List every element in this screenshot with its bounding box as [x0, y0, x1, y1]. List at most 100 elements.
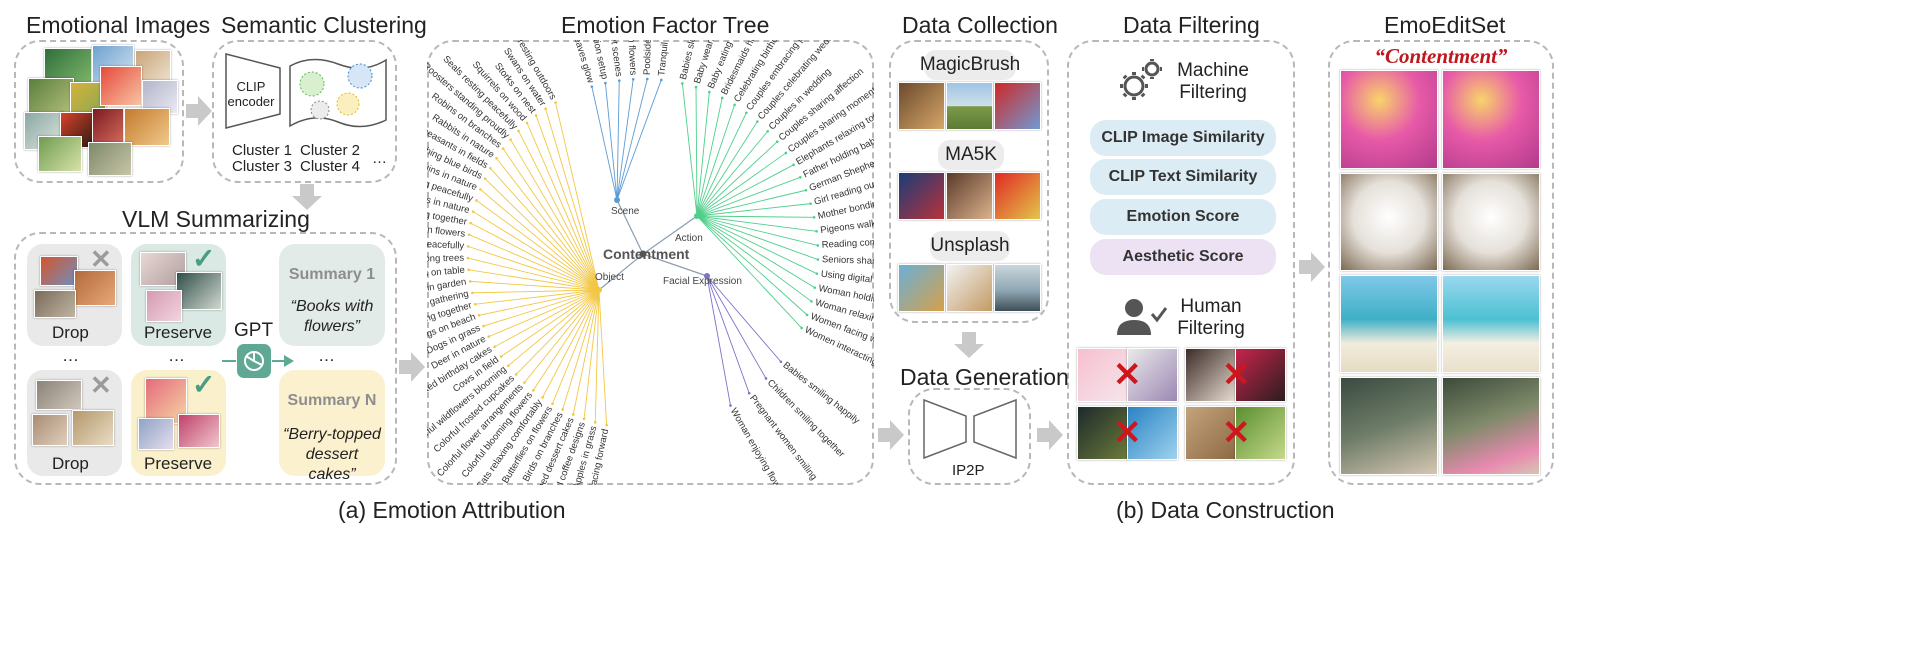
object-leaf-dot: [561, 408, 564, 411]
photo: [994, 82, 1041, 130]
scene-leaf-label: Autumn leaves glow: [561, 40, 596, 85]
action-leaf-dot: [792, 163, 795, 167]
emotion-factor-tree-panel: [427, 40, 874, 485]
action-branch-line: [696, 215, 815, 289]
action-leaf-dot: [708, 90, 711, 94]
action-hub-dot: [694, 213, 700, 219]
object-leaf-dot: [523, 381, 526, 384]
data-generation-panel: [908, 388, 1031, 485]
drop-x-icon: ✕: [90, 370, 112, 400]
scene-branch-line: [616, 79, 662, 201]
object-branch-line: [470, 280, 600, 291]
object-branch-line: [500, 289, 600, 357]
action-branch-line: [696, 152, 787, 217]
object-branch-line: [468, 234, 600, 291]
facial-branch-label: Facial Expression: [663, 276, 742, 287]
photo: [1442, 70, 1540, 169]
reject-x-icon: ✕: [1222, 356, 1251, 394]
object-branch-line: [476, 200, 600, 291]
object-leaf-dot: [554, 101, 557, 104]
filter-pill: CLIP Text Similarity: [1090, 159, 1276, 195]
photo: [898, 172, 945, 220]
openai-logo-icon: [237, 344, 271, 378]
photo: [88, 142, 132, 176]
object-leaf-dot: [514, 373, 518, 376]
facial-leaf-dot: [729, 404, 732, 407]
facial-leaf-dot: [764, 377, 768, 380]
object-leaf-dot: [466, 245, 470, 248]
clip-encoder-label: CLIP encoder: [227, 79, 275, 109]
action-leaf-dot: [805, 313, 809, 317]
person-check-icon: [1117, 299, 1168, 335]
action-leaf-label: Reading comfortably indoors: [822, 234, 874, 251]
photo: [1340, 377, 1438, 475]
object-branch-line: [475, 289, 600, 305]
facial-branch-line: [706, 275, 782, 363]
action-branch-line: [696, 215, 818, 246]
data-collection-panel: [889, 40, 1049, 323]
object-branch-line: [510, 139, 600, 291]
scene-branch-line: [604, 83, 618, 201]
action-leaf-dot: [720, 96, 724, 100]
object-branch-line: [594, 289, 600, 423]
object-leaf-dot: [501, 147, 505, 150]
source-label: MA5K: [938, 140, 1004, 170]
emotional-images-title: Emotional Images: [26, 12, 211, 38]
object-branch-line: [468, 269, 600, 291]
facial-branch-line: [706, 275, 767, 379]
photo: [994, 264, 1041, 312]
cluster-map: [289, 58, 387, 128]
action-leaf-dot: [756, 120, 759, 123]
action-branch-line: [696, 141, 778, 217]
object-leaf-dot: [479, 188, 482, 191]
object-branch-line: [552, 289, 600, 404]
data-filtering-title: Data Filtering: [1123, 12, 1260, 38]
summary-n-text: “Berry-topped dessert cakes”: [283, 426, 381, 483]
emotion-factor-tree: Autumn leaves glowBeach relaxation setup…: [427, 40, 874, 485]
object-leaf-dot: [471, 291, 474, 295]
object-leaf-dot: [471, 210, 475, 213]
root-node: [639, 250, 647, 258]
object-leaf-label: Horses grazing peacefully: [427, 236, 465, 252]
object-branch-line: [508, 289, 600, 367]
object-leaf-dot: [499, 355, 503, 358]
object-leaf-dot: [493, 345, 496, 349]
photo: [40, 256, 78, 286]
filter-pill: Emotion Score: [1090, 199, 1276, 235]
action-branch-line: [696, 92, 710, 217]
action-leaf-dot: [745, 111, 748, 115]
action-leaf-dot: [681, 82, 684, 85]
object-branch-line: [524, 289, 600, 383]
object-leaf-dot: [495, 156, 498, 160]
gears-icon: [1120, 59, 1162, 100]
object-leaf-dot: [477, 313, 481, 317]
object-leaf-dot: [489, 166, 492, 170]
object-leaf-dot: [467, 233, 471, 236]
action-branch-line: [696, 215, 812, 302]
scene-leaf-label: Poolside lounge chairs: [642, 40, 655, 75]
photo: [74, 270, 116, 306]
scene-leaf-dot: [631, 77, 635, 81]
facial-leaf-dot: [779, 360, 783, 364]
object-leaf-dot: [541, 396, 544, 399]
object-leaf-dot: [483, 177, 487, 180]
scene-branch-line: [616, 78, 648, 201]
object-leaf-dot: [534, 114, 538, 117]
photo: [1077, 406, 1128, 460]
cluster-label: Cluster 1: [232, 142, 293, 159]
object-branch-line: [496, 157, 600, 291]
summary-1-text: “Books with flowers”: [290, 298, 374, 335]
data-generation-title: Data Generation: [900, 364, 1069, 390]
arrow-right-icon: [878, 420, 904, 450]
check-icon: ✓: [192, 369, 216, 400]
data-filtering-panel: [1067, 40, 1295, 485]
photo: [176, 272, 222, 310]
action-branch-line: [696, 112, 747, 217]
object-branch-line: [562, 289, 600, 410]
object-branch-line: [545, 108, 600, 291]
photo: [72, 410, 114, 446]
action-branch-line: [696, 215, 808, 316]
tree-center-label: Contentment: [603, 246, 690, 262]
caption-data-construction: (b) Data Construction: [1116, 497, 1335, 523]
object-leaf-dot: [506, 364, 510, 368]
